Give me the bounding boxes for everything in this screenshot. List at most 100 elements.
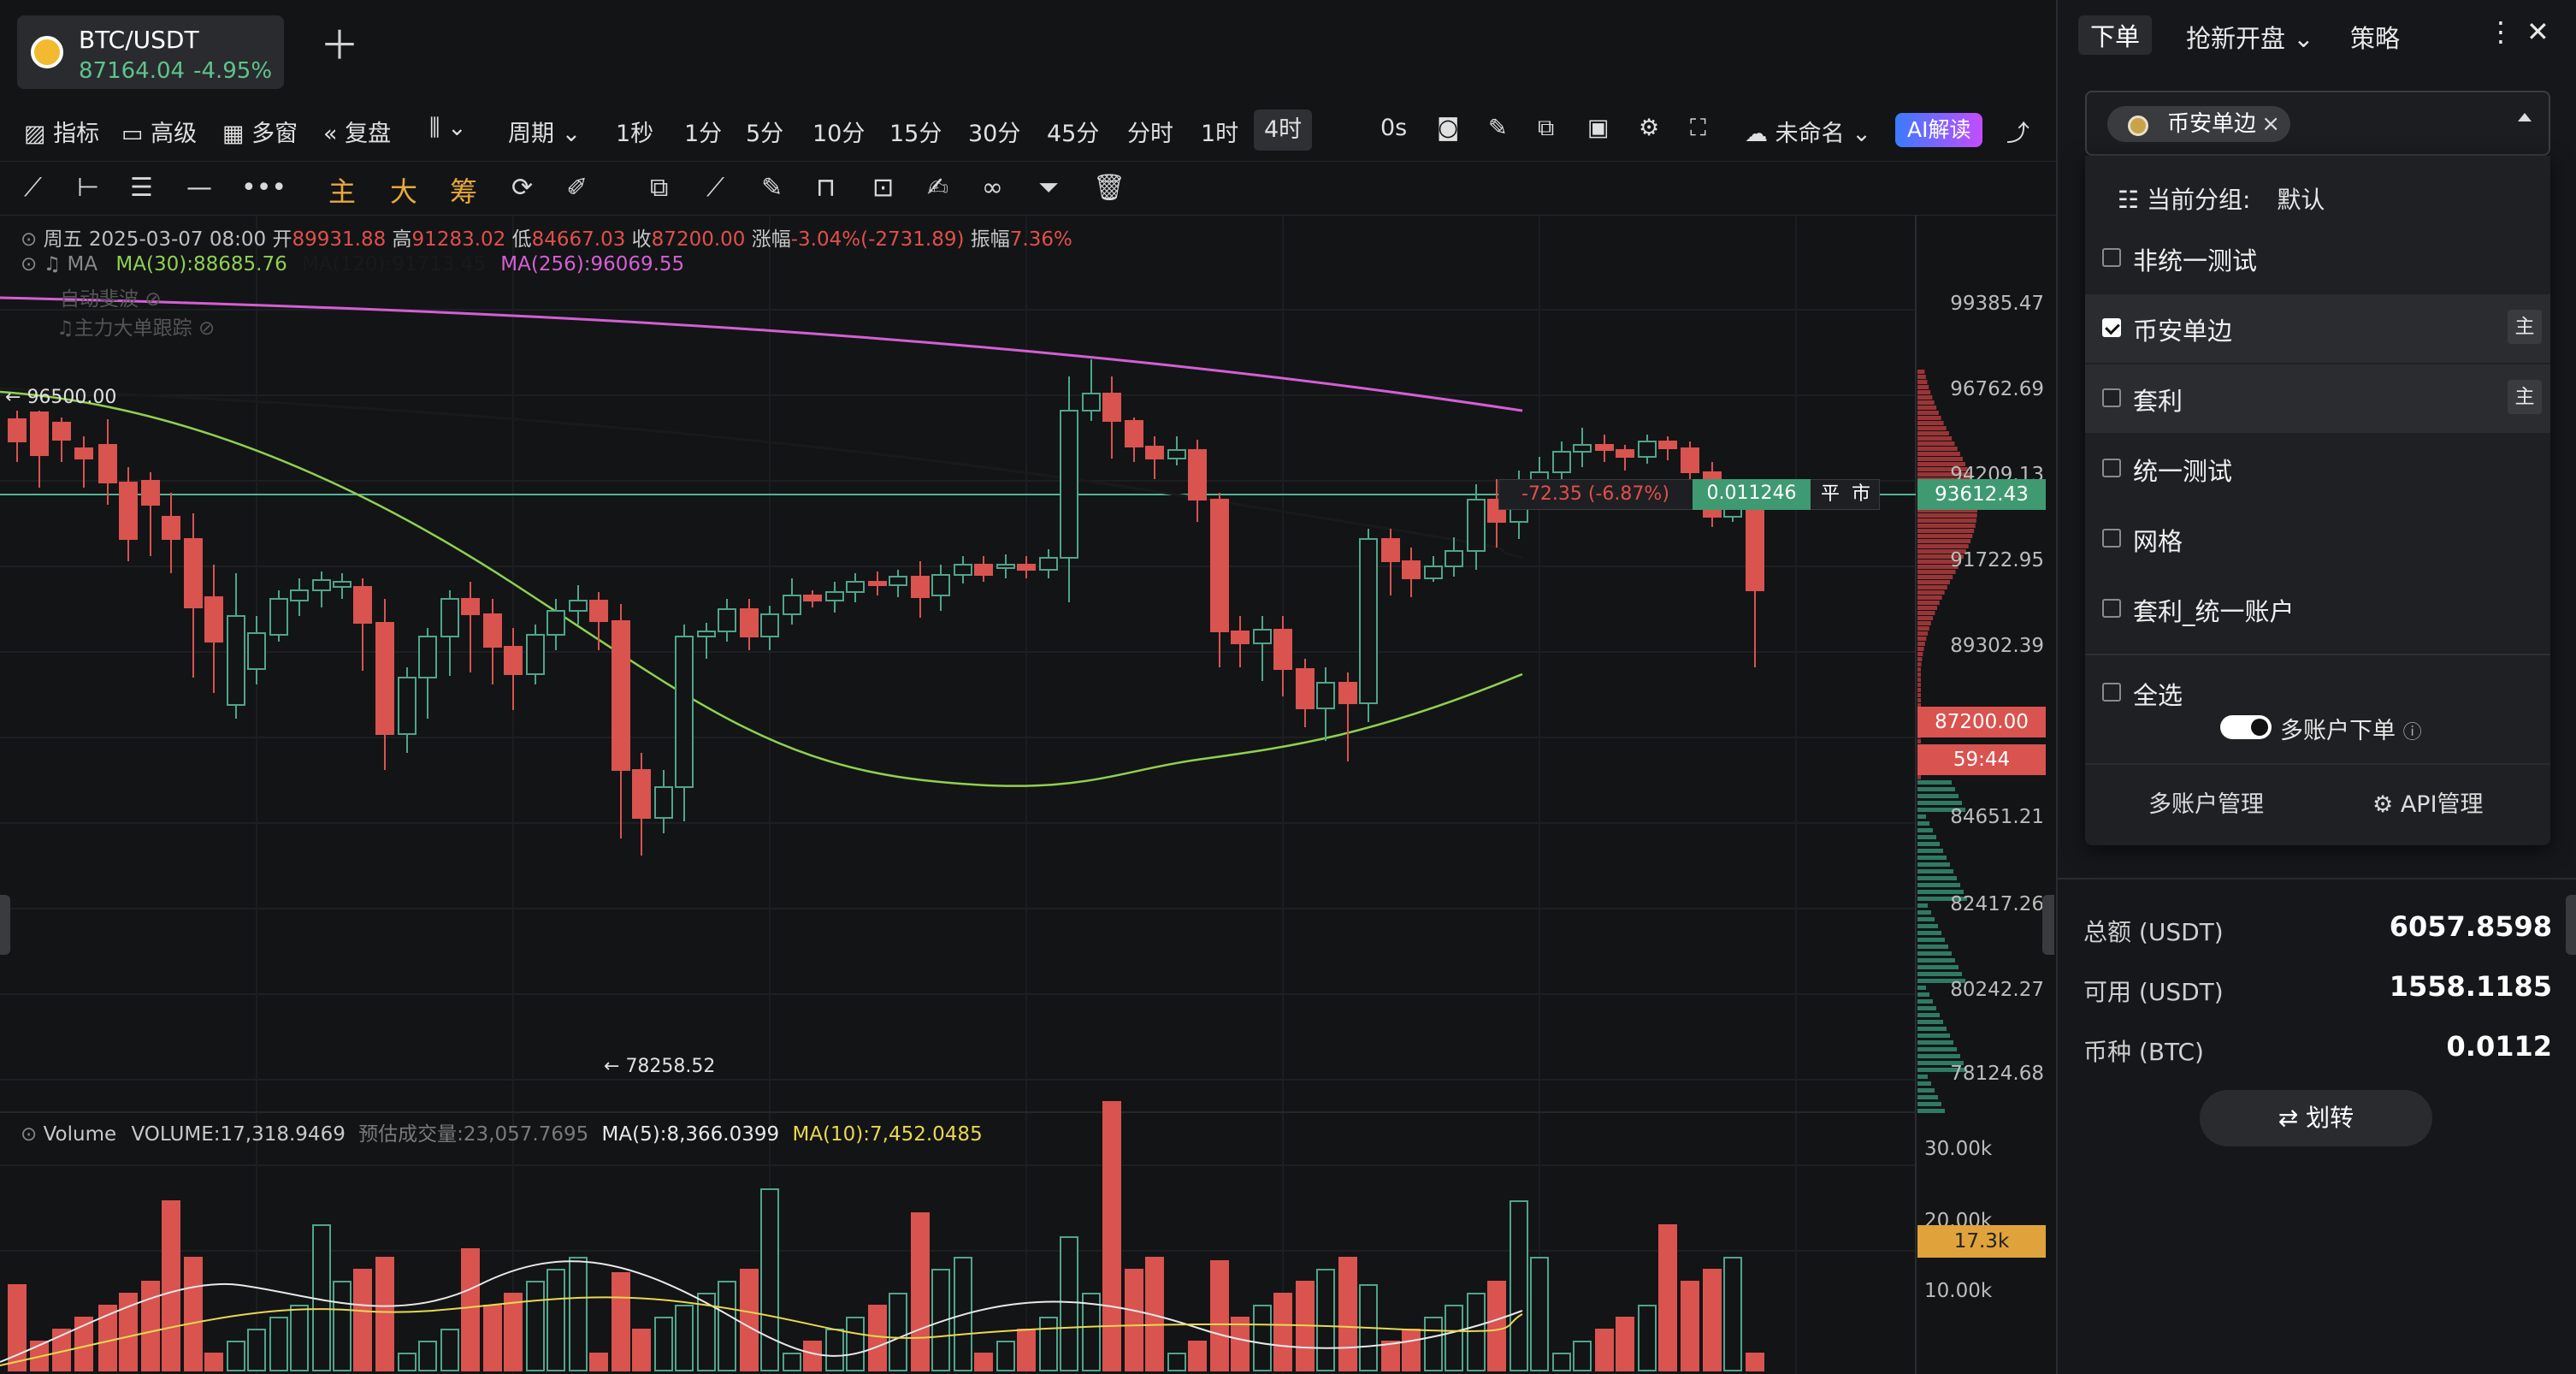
trend-line-icon[interactable]: ⟋ xyxy=(24,173,42,203)
pencil-icon[interactable]: ✎ xyxy=(1488,115,1508,141)
period-button[interactable]: 周期 ⌄ xyxy=(508,115,581,148)
ai-interpret-button[interactable]: AI解读 xyxy=(1895,113,1983,147)
candlestick-chart[interactable] xyxy=(0,216,2056,1374)
left-collapse-handle[interactable] xyxy=(0,895,10,955)
account-checkbox[interactable] xyxy=(2102,388,2121,407)
tab-strategy[interactable]: 策略 xyxy=(2350,24,2401,53)
transfer-button[interactable]: ⇄ 划转 xyxy=(2200,1090,2432,1146)
account-checkbox[interactable] xyxy=(2102,529,2121,548)
filter-icon[interactable]: ⏷ xyxy=(1038,173,1059,203)
parallel-lines-icon[interactable]: ☰ xyxy=(130,173,153,203)
account-checkbox[interactable] xyxy=(2102,459,2121,477)
replay-button[interactable]: « 复盘 xyxy=(323,115,391,148)
trash-icon[interactable]: 🗑 xyxy=(1093,173,1126,203)
account-option[interactable]: 套利_统一账户 xyxy=(2085,575,2550,643)
pen-tool-icon[interactable]: ✐ xyxy=(566,173,588,203)
drawing-toolbar: ⟋ ⊢ ☰ — ••• 主 大 筹 ⟳ ✐ ⧉ ⟋ ✎ ⊓ ⊡ ✍ ∞ ⏷ 🗑 xyxy=(0,161,2056,216)
large-order-toggle[interactable]: 大 xyxy=(390,175,418,208)
indicator-button[interactable]: ▨ 指标 xyxy=(24,115,99,148)
interval-timeline[interactable]: 分时 xyxy=(1127,121,1173,147)
whale-overlay-label[interactable]: ♫主力大单跟踪 ⊘ xyxy=(56,311,215,341)
brush-icon[interactable]: ✎ xyxy=(761,173,783,203)
candle-body xyxy=(825,591,844,601)
share-icon[interactable]: ⤴ xyxy=(2006,121,2029,147)
multi-order-toggle[interactable] xyxy=(2220,715,2272,739)
account-checkbox[interactable] xyxy=(2102,318,2121,337)
select-all-checkbox[interactable] xyxy=(2102,683,2121,702)
low-marker: ← 78258.52 xyxy=(604,1056,716,1077)
account-option[interactable]: 币安单边 主 xyxy=(2085,294,2550,363)
select-all-option[interactable]: 全选 xyxy=(2085,659,2550,727)
remove-chip-icon[interactable]: × xyxy=(2261,111,2281,137)
horizontal-ray-icon[interactable]: ⊢ xyxy=(77,173,100,203)
advanced-button[interactable]: ▭ 高级 xyxy=(121,115,197,148)
magnet-icon[interactable]: ⊓ xyxy=(816,173,836,203)
chevron-up-icon[interactable] xyxy=(2518,113,2532,121)
ruler-icon[interactable]: ⟋ xyxy=(706,173,724,203)
right-collapse-handle[interactable] xyxy=(2042,895,2054,955)
close-icon[interactable]: ✕ xyxy=(2526,15,2549,48)
more-vertical-icon[interactable]: ⋮ xyxy=(2487,15,2514,48)
more-dots-icon[interactable]: ••• xyxy=(241,173,287,203)
interval-15m[interactable]: 15分 xyxy=(889,121,942,147)
manage-accounts-link[interactable]: 多账户管理 xyxy=(2148,791,2264,818)
collapse-icon[interactable]: ⊙ xyxy=(21,253,38,275)
timer-label[interactable]: 0s xyxy=(1380,115,1408,141)
main-force-toggle[interactable]: 主 xyxy=(328,175,357,208)
collapse-icon[interactable]: ⊙ xyxy=(21,1123,38,1146)
lock-icon[interactable]: ⊡ xyxy=(872,173,895,203)
eye-off-icon[interactable]: ⊘ xyxy=(198,317,216,340)
horizontal-line-icon[interactable]: — xyxy=(186,173,212,203)
edit-icon[interactable]: ✍ xyxy=(927,173,949,203)
interval-45m[interactable]: 45分 xyxy=(1047,121,1100,147)
selected-account-chip[interactable]: 币安单边 × xyxy=(2107,106,2291,142)
account-option[interactable]: 非统一测试 xyxy=(2085,224,2550,293)
link-icon[interactable]: ∞ xyxy=(982,173,1003,203)
chart-type-button[interactable]: ⫼ ⌄ xyxy=(429,115,467,142)
close-position-button[interactable]: 平 xyxy=(1821,483,1840,505)
chart-area: BTC/USDT 87164.04 -4.95% ＋ ▨ 指标 ▭ 高级 ▦ 多窗… xyxy=(0,15,2056,1374)
candle-body xyxy=(8,418,27,442)
bell-icon[interactable]: ♫ xyxy=(43,253,62,275)
market-close-button[interactable]: 市 xyxy=(1852,483,1871,505)
layout-name-button[interactable]: ☁ 未命名 ⌄ xyxy=(1745,115,1871,148)
volume-bar xyxy=(931,1269,950,1371)
interval-1s[interactable]: 1秒 xyxy=(616,121,654,147)
copy-icon[interactable]: ⧉ xyxy=(650,173,669,203)
candle-body xyxy=(141,480,160,506)
account-checkbox[interactable] xyxy=(2102,248,2121,267)
help-icon[interactable]: ⓘ xyxy=(2402,722,2422,743)
interval-30m[interactable]: 30分 xyxy=(968,121,1021,147)
interval-5m[interactable]: 5分 xyxy=(746,121,784,147)
interval-4h[interactable]: 4时 xyxy=(1254,110,1313,151)
camera-icon[interactable]: ◙ xyxy=(1437,115,1460,141)
tab-order[interactable]: 下单 xyxy=(2078,15,2153,55)
resize-icon[interactable]: ⧉ xyxy=(1538,115,1555,141)
profile-bar xyxy=(1917,890,1964,894)
account-option[interactable]: 统一测试 xyxy=(2085,435,2550,503)
interval-1h[interactable]: 1时 xyxy=(1201,121,1239,147)
interval-10m[interactable]: 10分 xyxy=(812,121,866,147)
refresh-icon[interactable]: ⟳ xyxy=(511,173,534,203)
account-option[interactable]: 套利 主 xyxy=(2085,364,2550,433)
pair-tab[interactable]: BTC/USDT 87164.04 -4.95% xyxy=(17,15,284,89)
fib-overlay-label[interactable]: 自动斐波 ⊘ xyxy=(60,282,162,311)
chip-dist-toggle[interactable]: 筹 xyxy=(450,175,478,208)
api-manage-link[interactable]: ⚙ API管理 xyxy=(2372,785,2484,819)
tab-new-listing[interactable]: 抢新开盘 ⌄ xyxy=(2186,19,2314,55)
eye-off-icon[interactable]: ⊘ xyxy=(145,288,162,311)
settings-icon[interactable]: ⚙ xyxy=(1639,115,1660,141)
add-tab-icon[interactable]: ＋ xyxy=(320,22,359,68)
interval-1m[interactable]: 1分 xyxy=(684,121,723,147)
account-label: 非统一测试 xyxy=(2133,246,2258,275)
picture-icon[interactable]: ▣ xyxy=(1587,115,1610,141)
panel-collapse-handle[interactable] xyxy=(2566,895,2576,955)
account-checkbox[interactable] xyxy=(2102,599,2121,618)
position-bar[interactable]: -72.35 (-6.87%) 0.011246 平 市 xyxy=(1498,479,1880,510)
collapse-icon[interactable]: ⊙ xyxy=(21,228,38,251)
account-select[interactable]: 币安单边 × xyxy=(2085,91,2550,156)
account-option[interactable]: 网格 xyxy=(2085,505,2550,573)
balance-total-value: 6057.8598 xyxy=(2389,910,2552,943)
multi-window-button[interactable]: ▦ 多窗 xyxy=(222,115,298,148)
fullscreen-icon[interactable]: ⛶ xyxy=(1690,115,1706,141)
